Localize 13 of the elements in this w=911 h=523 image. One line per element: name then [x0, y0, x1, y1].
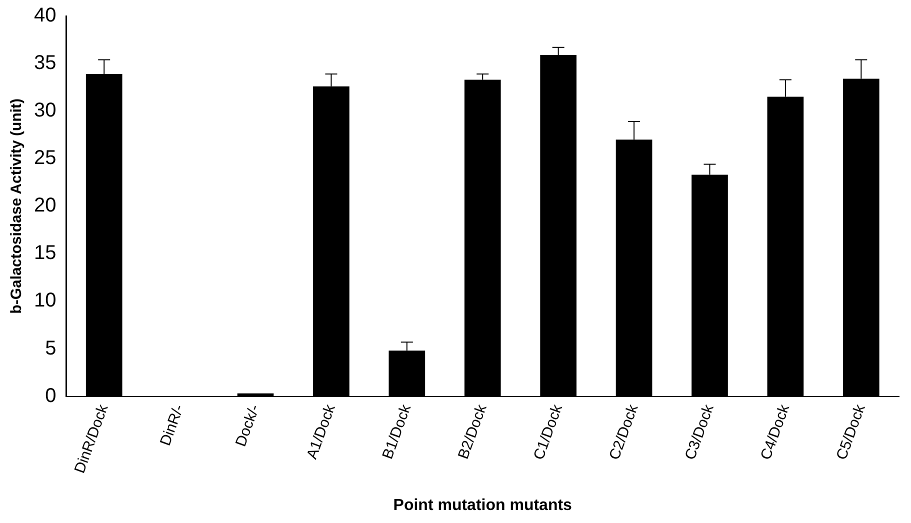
y-tick-label: 40: [34, 4, 56, 27]
y-tick-label: 35: [34, 52, 56, 74]
x-tick-label: DinR/-: [156, 402, 188, 448]
y-axis-title: b-Galactosidase Activity (unit): [8, 98, 26, 314]
y-tick-label: 15: [34, 242, 56, 264]
y-tick-label: 20: [34, 194, 56, 217]
y-tick-label: 25: [34, 147, 56, 170]
x-axis-title: Point mutation mutants: [393, 496, 572, 514]
x-tick-label: Dock/-: [232, 402, 264, 449]
y-tick-label: 0: [45, 384, 56, 407]
y-tick-label: 30: [34, 100, 56, 122]
y-tick-label: 5: [45, 337, 56, 360]
y-tick-label: 10: [34, 290, 56, 312]
